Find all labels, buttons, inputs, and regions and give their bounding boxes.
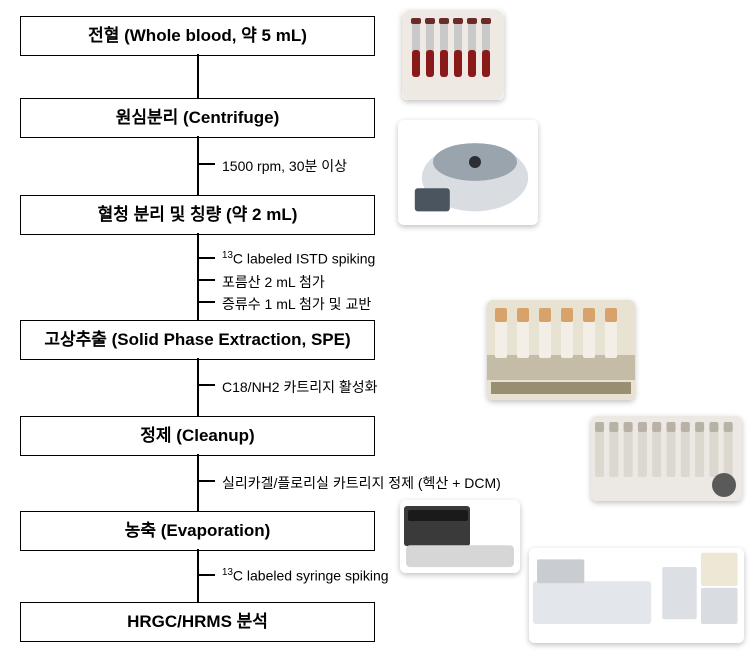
tick-4 [197,384,215,386]
flow-step-5: 농축 (Evaporation) [20,511,375,551]
flow-step-1: 원심분리 (Centrifuge) [20,98,375,138]
connector-3 [197,358,199,416]
annotation-2: 포름산 2 mL 첨가 [222,272,325,292]
tick-5 [197,480,215,482]
tick-6 [197,574,215,576]
tick-3 [197,301,215,303]
tick-1 [197,257,215,259]
flow-step-3: 고상추출 (Solid Phase Extraction, SPE) [20,320,375,360]
centrifuge-photo [398,120,538,225]
hrgc-hrms-photo [529,548,744,643]
flow-step-0: 전혈 (Whole blood, 약 5 mL) [20,16,375,56]
tick-0 [197,163,215,165]
annotation-6: 13C labeled syringe spiking [222,567,389,584]
annotation-1: 13C labeled ISTD spiking [222,250,375,267]
flowchart-stage: 전혈 (Whole blood, 약 5 mL) 원심분리 (Centrifuge… [0,0,753,651]
blood-tubes-photo [402,10,504,100]
connector-4 [197,454,199,511]
connector-1 [197,136,199,195]
cleanup-tubes-photo [591,416,742,501]
annotation-3: 증류수 1 mL 첨가 및 교반 [222,294,371,314]
annotation-0: 1500 rpm, 30분 이상 [222,156,347,176]
evaporator-photo [400,500,520,573]
annotation-4: C18/NH2 카트리지 활성화 [222,377,378,397]
tick-2 [197,279,215,281]
flow-step-6: HRGC/HRMS 분석 [20,602,375,642]
connector-2 [197,233,199,320]
annotation-5: 실리카겔/플로리실 카트리지 정제 (헥산 + DCM) [222,473,501,493]
flow-step-2: 혈청 분리 및 칭량 (약 2 mL) [20,195,375,235]
flow-step-4: 정제 (Cleanup) [20,416,375,456]
connector-0 [197,54,199,98]
spe-cartridge-photo [487,300,635,400]
